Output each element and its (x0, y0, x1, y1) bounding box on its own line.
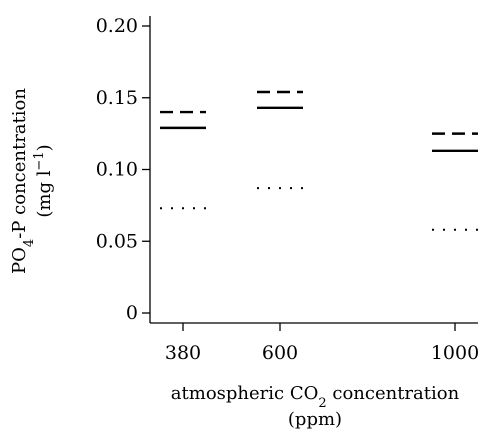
y-tick-label-2: 0.10 (96, 159, 138, 181)
x-axis-title: atmospheric CO2 concentration (ppm) (171, 383, 460, 430)
y-axis-title-line2: (mg l−1) (32, 144, 56, 217)
y-tick-label-4: 0.20 (96, 15, 138, 37)
y-axis-title: PO4-P concentration (mg l−1) (9, 88, 55, 274)
x-ticks: 380 600 1000 (165, 323, 479, 364)
x-title-prefix: atmospheric CO (171, 383, 319, 404)
y-tick-label-0: 0 (126, 302, 138, 324)
y-unit-superscript: −1 (32, 151, 47, 170)
x-title-subscript: 2 (318, 396, 326, 411)
y-tick-label-3: 0.15 (96, 87, 138, 109)
y-title-suffix: -P concentration (9, 88, 30, 239)
data-marks (160, 90, 478, 231)
y-unit-prefix: (mg l (34, 170, 55, 217)
y-axis-title-line1: PO4-P concentration (9, 88, 37, 274)
x-axis-title-line2: (ppm) (288, 409, 342, 430)
y-title-subscript: 4 (22, 239, 37, 247)
x-axis-title-line1: atmospheric CO2 concentration (171, 383, 460, 411)
x-tick-label-0: 380 (165, 342, 201, 364)
y-tick-label-1: 0.05 (96, 230, 138, 252)
y-ticks: 0 0.05 0.10 0.15 0.20 (96, 15, 150, 324)
x-title-suffix: concentration (327, 383, 460, 404)
y-title-prefix: PO (9, 247, 30, 274)
y-unit-suffix: ) (34, 144, 55, 151)
x-tick-label-1: 600 (262, 342, 298, 364)
x-tick-label-2: 1000 (431, 342, 479, 364)
